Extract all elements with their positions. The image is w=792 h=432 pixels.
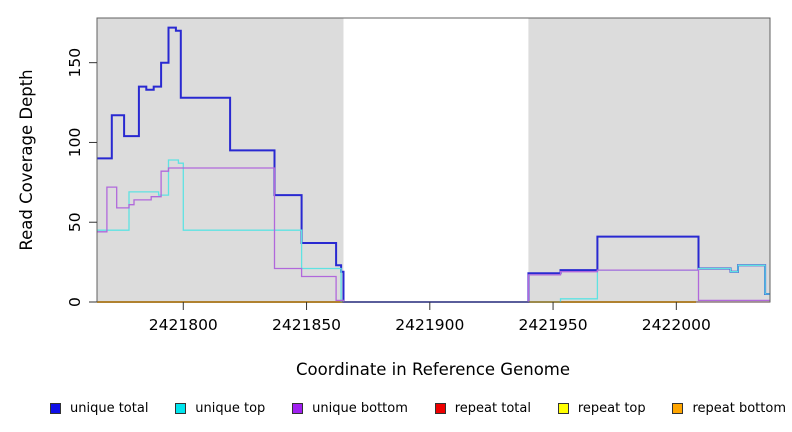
legend-label-unique-bottom: unique bottom xyxy=(312,400,408,416)
y-tick-label: 50 xyxy=(66,212,84,232)
legend-item-unique-top: unique top xyxy=(175,401,265,416)
coverage-chart: 2421800 2421850 2421900 2421950 2422000 Coor… xyxy=(17,17,771,379)
legend-swatch-repeat-total xyxy=(434,402,446,414)
unshaded-middle xyxy=(343,18,529,302)
x-axis-title: Coordinate in Reference Genome xyxy=(296,360,570,379)
series-line-unique-bottom xyxy=(97,167,770,303)
shaded-left xyxy=(97,18,344,302)
legend-label-unique-total: unique total xyxy=(70,400,149,416)
series-line-unique-total xyxy=(97,26,770,303)
legend-item-repeat-top: repeat top xyxy=(557,400,646,416)
legend-label-unique-top: unique top xyxy=(195,400,266,416)
legend-item-repeat-bottom: repeat bottom xyxy=(672,401,786,416)
x-tick-label: 2421900 xyxy=(395,316,464,334)
legend: unique total unique top unique bottom repea… xyxy=(50,398,786,418)
legend-item-unique-bottom: unique bottom xyxy=(292,401,408,416)
shaded-regions xyxy=(97,18,770,302)
series-line-unique-top xyxy=(97,159,770,303)
x-ticks: 2421800 2421850 2421900 2421950 2422000 xyxy=(149,302,711,334)
legend-swatch-unique-total xyxy=(50,402,61,414)
y-axis: 0 50 100 150 Read Coverage Depth xyxy=(17,48,97,307)
legend-label-repeat-top: repeat top xyxy=(577,400,646,416)
x-tick-label: 2421950 xyxy=(519,316,588,334)
legend-item-repeat-total: repeat total xyxy=(434,400,531,416)
legend-item-unique-total: unique total xyxy=(50,401,148,416)
y-axis-title: Read Coverage Depth xyxy=(17,69,36,250)
legend-swatch-unique-top xyxy=(175,402,187,414)
legend-swatch-unique-bottom xyxy=(292,402,304,414)
legend-swatch-repeat-bottom xyxy=(672,402,684,414)
plot-border xyxy=(96,17,771,303)
shaded-right xyxy=(528,18,770,302)
y-ticks: 0 50 100 150 xyxy=(66,48,97,307)
legend-swatch-repeat-top xyxy=(557,402,569,414)
x-tick-label: 2421800 xyxy=(149,316,218,334)
legend-label-repeat-bottom: repeat bottom xyxy=(692,400,786,416)
x-tick-label: 2421850 xyxy=(272,316,341,334)
y-tick-label: 150 xyxy=(66,48,84,78)
y-tick-label: 0 xyxy=(66,297,84,307)
x-tick-label: 2422000 xyxy=(642,316,711,334)
x-axis: 2421800 2421850 2421900 2421950 2422000 Coor… xyxy=(149,302,711,379)
legend-label-repeat-total: repeat total xyxy=(454,400,531,416)
y-tick-label: 100 xyxy=(66,128,84,158)
